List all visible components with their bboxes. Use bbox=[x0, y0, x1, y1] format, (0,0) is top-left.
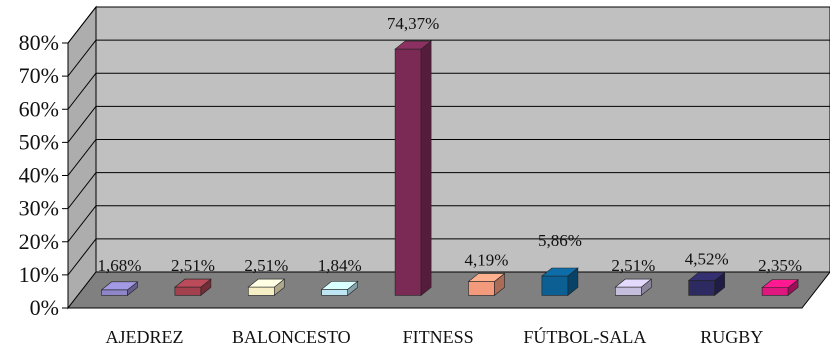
bar-front bbox=[469, 282, 495, 296]
bar-front bbox=[762, 288, 788, 296]
bar-front bbox=[542, 276, 568, 295]
data-label: 4,52% bbox=[685, 249, 729, 268]
data-label: 74,37% bbox=[387, 14, 439, 33]
bar-front bbox=[615, 287, 641, 295]
y-tick-label: 30% bbox=[19, 196, 59, 221]
y-tick-label: 10% bbox=[19, 262, 59, 287]
data-label: 2,51% bbox=[611, 256, 655, 275]
y-tick-label: 50% bbox=[19, 129, 59, 154]
bar-front bbox=[322, 289, 348, 295]
y-tick-label: 40% bbox=[19, 163, 59, 188]
bar-front bbox=[102, 290, 128, 296]
data-label: 1,68% bbox=[98, 256, 142, 275]
bar bbox=[395, 41, 431, 295]
data-label: 2,51% bbox=[244, 256, 288, 275]
bar-front bbox=[248, 287, 274, 295]
bar-front bbox=[395, 49, 421, 295]
bar bbox=[542, 268, 578, 295]
y-tick-label: 60% bbox=[19, 96, 59, 121]
x-tick-label: RUGBY bbox=[700, 327, 763, 347]
bar-side bbox=[421, 41, 431, 295]
x-axis: AJEDREZ BALONCESTO FITNESS FÚTBOL-SALA RUGBY bbox=[106, 326, 764, 347]
bar bbox=[689, 272, 725, 295]
data-label: 2,51% bbox=[171, 256, 215, 275]
y-tick-label: 70% bbox=[19, 63, 59, 88]
y-axis: 0% 10% 20% 30% 40% 50% 60% 70% 80% bbox=[19, 30, 68, 320]
y-tick-label: 80% bbox=[19, 30, 59, 55]
x-tick-label: FÚTBOL-SALA bbox=[523, 326, 646, 347]
bar-front bbox=[689, 280, 715, 295]
x-tick-label: AJEDREZ bbox=[106, 327, 184, 347]
data-label: 5,86% bbox=[538, 231, 582, 250]
y-tick-label: 0% bbox=[30, 295, 59, 320]
data-label: 1,84% bbox=[318, 256, 362, 275]
data-label: 2,35% bbox=[758, 256, 802, 275]
data-label: 4,19% bbox=[465, 251, 509, 270]
bar-front bbox=[175, 287, 201, 295]
x-tick-label: FITNESS bbox=[403, 327, 474, 347]
y-tick-label: 20% bbox=[19, 229, 59, 254]
x-tick-label: BALONCESTO bbox=[232, 327, 351, 347]
